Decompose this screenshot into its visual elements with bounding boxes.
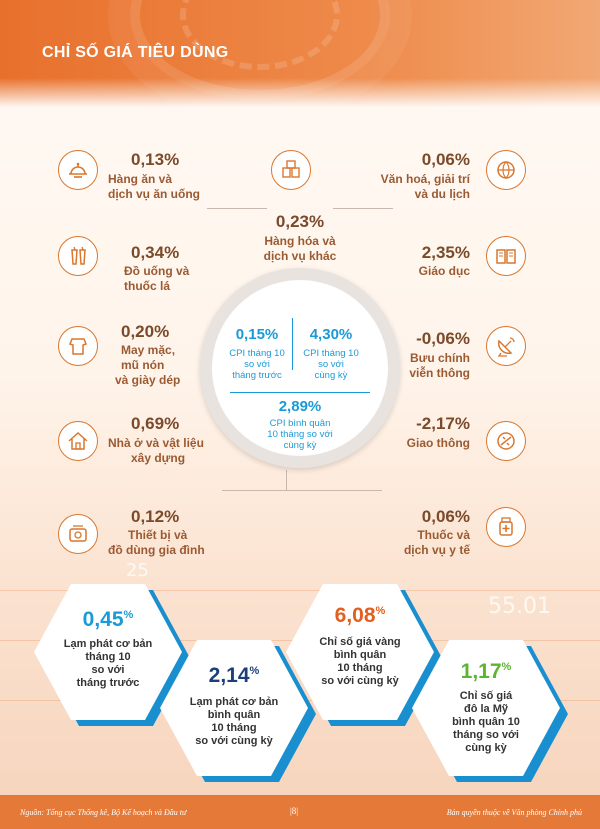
connector-line bbox=[286, 470, 287, 490]
health-label: dịch vụ y tế bbox=[403, 543, 470, 557]
goods-icon bbox=[271, 150, 311, 190]
cpi-average-percent: 2,89% bbox=[278, 398, 322, 415]
transport-percent: -2,17% bbox=[416, 414, 470, 433]
food-percent: 0,13% bbox=[131, 150, 180, 169]
food-tray-icon bbox=[58, 150, 98, 190]
culture-label: và du lịch bbox=[414, 187, 470, 201]
hexagon-text: Chỉ số giá vàng bbox=[319, 636, 401, 648]
cpi-month-label: CPI tháng 10 bbox=[229, 348, 285, 359]
connector-line bbox=[222, 490, 382, 491]
hexagon-text: tháng 10 bbox=[85, 651, 131, 663]
house-icon bbox=[58, 421, 98, 461]
drinks-percent: 0,34% bbox=[131, 243, 180, 262]
page-number: |8| bbox=[290, 806, 299, 816]
hexagon-text: so với bbox=[91, 664, 125, 676]
appliance-label: đồ dùng gia đình bbox=[108, 543, 205, 557]
hexagon-value: 6,08% bbox=[334, 604, 386, 627]
bg-grid-line bbox=[0, 590, 600, 591]
cpi-average-label: cùng kỳ bbox=[283, 440, 317, 451]
food-label: Hàng ăn và bbox=[108, 172, 173, 186]
health-percent: 0,06% bbox=[421, 507, 470, 526]
hexagon-text: tháng so với bbox=[453, 729, 519, 741]
housing-percent: 0,69% bbox=[131, 414, 180, 433]
cpi-average-label: 10 tháng so với bbox=[267, 429, 333, 440]
hexagon-text: so với cùng kỳ bbox=[195, 735, 273, 747]
hexagon-text: bình quân bbox=[333, 649, 387, 661]
cpi-divider-vertical bbox=[292, 318, 293, 370]
postal-label: Bưu chính bbox=[409, 351, 470, 365]
clothing-label: May mặc, bbox=[121, 343, 176, 357]
cpi-year-label: so với bbox=[318, 359, 344, 370]
drinks-label: Đồ uống và bbox=[124, 264, 190, 278]
hexagon-value: 1,17% bbox=[460, 660, 512, 683]
traffic-icon bbox=[486, 421, 526, 461]
appliance-percent: 0,12% bbox=[131, 507, 180, 526]
drinks-icon bbox=[58, 236, 98, 276]
drinks-label: thuốc lá bbox=[124, 279, 171, 293]
hexagon-text: bình quân 10 bbox=[452, 716, 520, 728]
education-percent: 2,35% bbox=[421, 243, 470, 262]
satellite-icon bbox=[486, 326, 526, 366]
hexagon-text: Chỉ số giá bbox=[459, 690, 513, 702]
hexagon-text: Lạm phát cơ bản bbox=[63, 638, 153, 650]
hexagon-core-inflation-average: 2,14% Lạm phát cơ bản bình quân 10 tháng… bbox=[160, 640, 308, 776]
cpi-month-percent: 0,15% bbox=[235, 326, 279, 343]
cpi-year-percent: 4,30% bbox=[309, 326, 353, 343]
bg-number: 25 bbox=[126, 560, 149, 581]
other-goods-label: dịch vụ khác bbox=[263, 249, 337, 263]
footer-source: Nguồn: Tổng cục Thống kê, Bộ Kế hoạch và… bbox=[20, 808, 187, 817]
housing-label: Nhà ở và vật liệu bbox=[108, 436, 204, 450]
hexagon-text: bình quân bbox=[207, 709, 261, 721]
hexagon-value: 0,45% bbox=[82, 608, 134, 631]
hexagon-gold-price: 6,08% Chỉ số giá vàng bình quân 10 tháng… bbox=[286, 584, 434, 720]
header-banner: CHỈ SỐ GIÁ TIÊU DÙNG bbox=[0, 0, 600, 108]
clothing-label: mũ nón bbox=[121, 358, 165, 372]
footer-bar bbox=[0, 795, 600, 829]
hexagon-text: 10 tháng bbox=[211, 722, 257, 734]
postal-percent: -0,06% bbox=[416, 329, 470, 348]
clothing-label: và giày dép bbox=[115, 373, 181, 387]
hexagon-text: cùng kỳ bbox=[465, 742, 507, 754]
clothing-icon bbox=[58, 326, 98, 366]
hexagon-text: so với cùng kỳ bbox=[321, 675, 399, 687]
transport-label: Giao thông bbox=[406, 436, 470, 450]
page-title: CHỈ SỐ GIÁ TIÊU DÙNG bbox=[42, 44, 229, 61]
hexagon-core-inflation-month: 0,45% Lạm phát cơ bản tháng 10 so với th… bbox=[34, 584, 182, 720]
connector-line bbox=[333, 208, 393, 209]
medicine-icon bbox=[486, 507, 526, 547]
hexagon-text: đô la Mỹ bbox=[463, 703, 508, 715]
hexagon-usd-price: 1,17% Chỉ số giá đô la Mỹ bình quân 10 t… bbox=[412, 640, 560, 776]
hexagon-text: 10 tháng bbox=[337, 662, 383, 674]
education-label: Giáo dục bbox=[418, 264, 470, 278]
appliance-icon bbox=[58, 514, 98, 554]
cpi-year-label: cùng kỳ bbox=[314, 370, 348, 381]
hexagon-value: 2,14% bbox=[208, 664, 260, 687]
clothing-percent: 0,20% bbox=[121, 322, 170, 341]
cpi-month-label: so với bbox=[244, 359, 270, 370]
culture-label: Văn hoá, giải trí bbox=[380, 172, 470, 186]
other-goods-label: Hàng hóa và bbox=[264, 234, 336, 248]
footer-copyright: Bản quyền thuộc về Văn phòng Chính phủ bbox=[446, 808, 582, 817]
hexagon-text: Lạm phát cơ bản bbox=[189, 696, 279, 708]
bg-number: 55.01 bbox=[488, 594, 551, 619]
cpi-month-label: tháng trước bbox=[232, 370, 282, 381]
globe-icon bbox=[486, 150, 526, 190]
cpi-year-label: CPI tháng 10 bbox=[303, 348, 359, 359]
housing-label: xây dựng bbox=[131, 451, 186, 465]
connector-line bbox=[207, 208, 267, 209]
hexagon-text: tháng trước bbox=[76, 677, 140, 689]
food-label: dịch vụ ăn uống bbox=[108, 187, 200, 201]
culture-percent: 0,06% bbox=[421, 150, 470, 169]
cpi-divider-horizontal bbox=[230, 392, 370, 393]
appliance-label: Thiết bị và bbox=[128, 528, 188, 542]
health-label: Thuốc và bbox=[417, 528, 470, 542]
cpi-circle bbox=[212, 280, 388, 456]
postal-label: viễn thông bbox=[409, 366, 470, 380]
other-goods-percent: 0,23% bbox=[275, 212, 325, 231]
cpi-average-label: CPI bình quân bbox=[269, 418, 331, 429]
book-icon bbox=[486, 236, 526, 276]
